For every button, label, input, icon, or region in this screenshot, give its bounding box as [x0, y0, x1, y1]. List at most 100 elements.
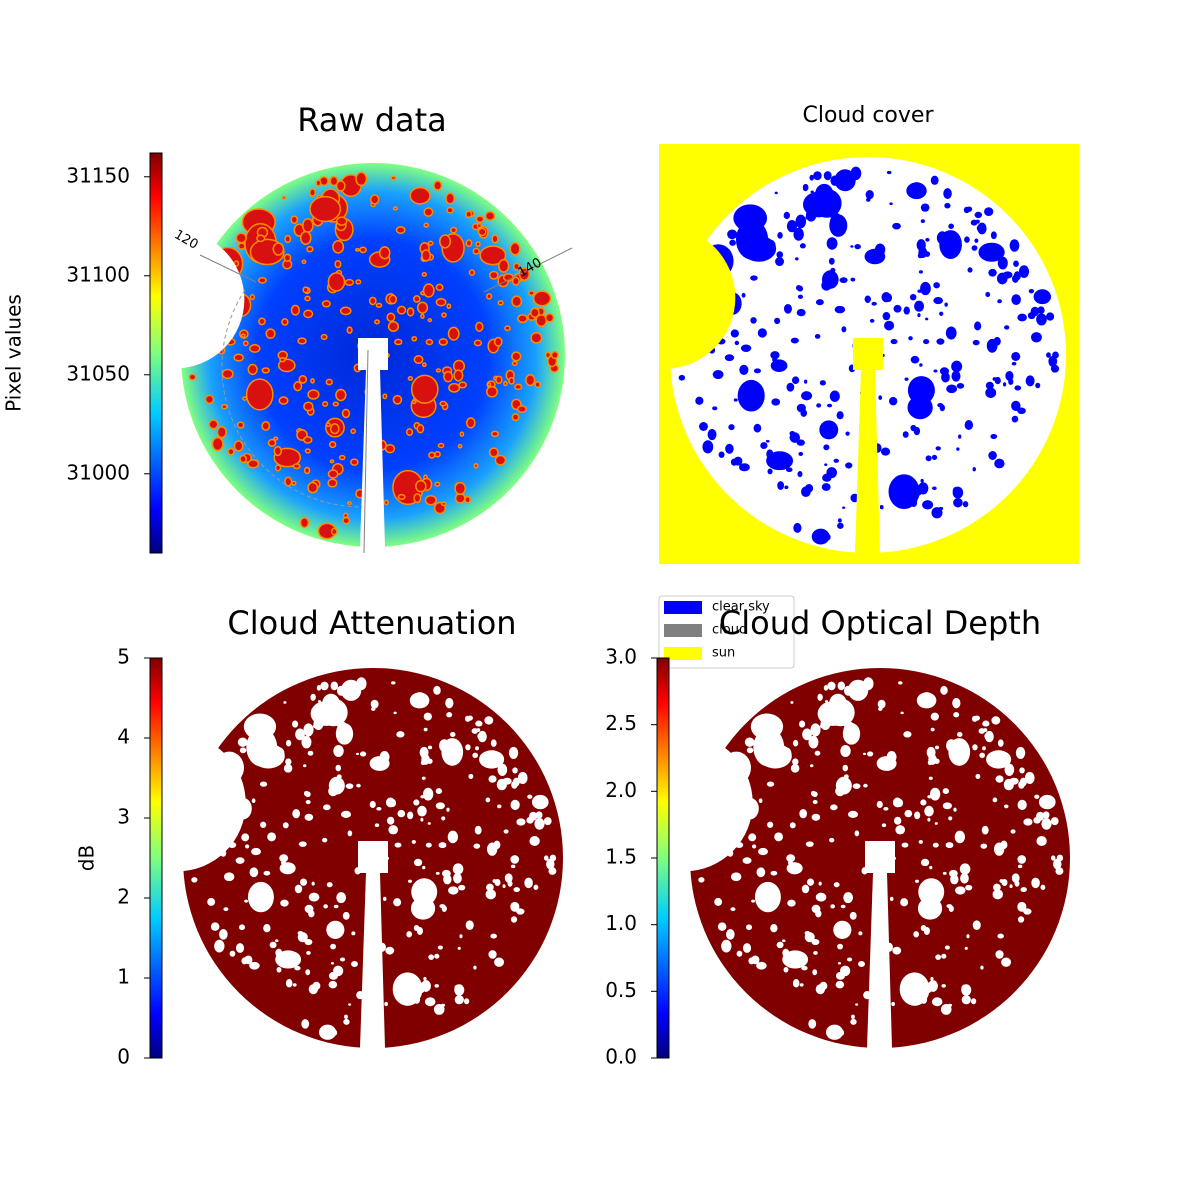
cloud-blob	[1040, 884, 1046, 890]
cloud-blob	[476, 728, 481, 732]
cloud-blob	[1025, 375, 1035, 387]
cloud-blob	[802, 183, 809, 192]
cloud-blob	[322, 837, 328, 843]
cloud-blob	[1011, 400, 1021, 412]
cloud-blob	[963, 206, 970, 214]
cloud-blob	[534, 818, 545, 830]
cloud-blob	[760, 442, 768, 449]
cloud-blob	[294, 965, 301, 971]
cloud-blob	[889, 202, 893, 206]
cloud-blob	[837, 943, 843, 950]
cloud-blob	[273, 436, 279, 441]
cloud-blob	[822, 473, 832, 482]
cloud-blob	[741, 797, 759, 820]
cloud-blob	[233, 353, 244, 362]
cloud-blob	[303, 466, 311, 475]
cloud-blob	[278, 396, 289, 405]
cloud-blob	[472, 752, 479, 758]
cloud-blob	[412, 902, 416, 906]
cloud-blob	[245, 844, 250, 849]
cloud-blob	[427, 745, 433, 750]
cloud-blob	[225, 338, 236, 346]
cloud-blob	[984, 732, 992, 740]
cloud-blob	[862, 752, 867, 756]
cloud-blob	[961, 984, 972, 996]
cloud-blob	[1031, 877, 1040, 889]
colorbar-tick-label: 4	[117, 725, 130, 749]
cloud-blob	[994, 458, 1005, 469]
cloud-blob	[930, 175, 939, 185]
cloud-blob	[450, 226, 458, 234]
cloud-blob	[936, 338, 945, 345]
cloud-blob	[356, 783, 361, 788]
cloud-blob	[707, 428, 717, 441]
cloud-blob	[1002, 271, 1013, 279]
cloud-blob	[908, 336, 913, 341]
cloud-blob	[902, 431, 909, 438]
cloud-blob	[892, 946, 902, 955]
cloud-blob	[1009, 239, 1020, 252]
cloud-blob	[1001, 957, 1012, 967]
cloud-blob	[249, 867, 259, 878]
cloud-blob	[961, 995, 971, 1005]
cloud-blob	[494, 454, 507, 466]
cloud-blob	[233, 260, 240, 267]
cloud-blob	[833, 882, 840, 888]
cloud-blob	[824, 463, 828, 467]
cloud-blob	[477, 732, 485, 740]
cloud-blob	[946, 739, 957, 752]
cloud-blob	[923, 927, 930, 935]
cloud-blob	[789, 432, 801, 443]
cloud-blob	[789, 822, 796, 829]
cloud-blob	[940, 685, 948, 695]
cloud-blob	[835, 971, 846, 980]
cloud-blob	[457, 946, 461, 950]
cloud-blob	[904, 377, 909, 381]
cloud-blob	[465, 239, 473, 248]
cloud-blob	[325, 422, 331, 428]
cloud-blob	[972, 744, 978, 751]
cloud-blob	[424, 494, 437, 506]
cloud-blob	[817, 693, 823, 701]
cloud-blob	[993, 336, 1001, 346]
cloud-blob	[730, 907, 736, 912]
cloud-blob	[842, 764, 849, 772]
cloud-blob	[792, 739, 799, 747]
cloud-blob	[819, 425, 824, 429]
cloud-blob	[889, 396, 898, 406]
cloud-blob	[310, 378, 315, 384]
cloud-blob	[833, 458, 840, 463]
cloud-blob	[982, 746, 986, 751]
cloud-blob	[304, 448, 311, 454]
cloud-blob	[433, 180, 443, 191]
cloud-blob	[496, 804, 502, 809]
cloud-blob	[546, 858, 555, 870]
cloud-blob	[910, 355, 920, 364]
cloud-blob	[801, 391, 813, 401]
cloud-blob	[767, 821, 774, 828]
cloud-blob	[292, 983, 297, 987]
cloud-blob	[464, 715, 471, 722]
cloud-blob	[796, 439, 805, 446]
cloud-blob	[509, 241, 521, 256]
cloud-blob	[886, 750, 897, 763]
cloud-blob	[368, 296, 377, 306]
cloud-blob	[942, 802, 952, 810]
cloud-blob	[440, 501, 447, 507]
cloud-blob	[928, 776, 933, 780]
cloud-blob	[912, 484, 923, 497]
cloud-blob	[290, 215, 299, 224]
colorbar-tick-label: 2.5	[605, 711, 637, 735]
cloud-blob	[443, 370, 454, 383]
colorbar-tick-label: 0.5	[605, 978, 637, 1002]
cloud-blob	[793, 522, 802, 533]
cloud-blob	[727, 229, 738, 240]
cloud-blob	[920, 799, 927, 806]
cloud-blob	[510, 901, 520, 912]
cloud-blob	[488, 950, 497, 959]
cloud-blob	[434, 984, 439, 988]
cloud-blob	[776, 251, 784, 259]
cloud-blob	[745, 924, 753, 931]
cloud-blob	[346, 326, 353, 334]
cloud-blob	[205, 814, 211, 821]
